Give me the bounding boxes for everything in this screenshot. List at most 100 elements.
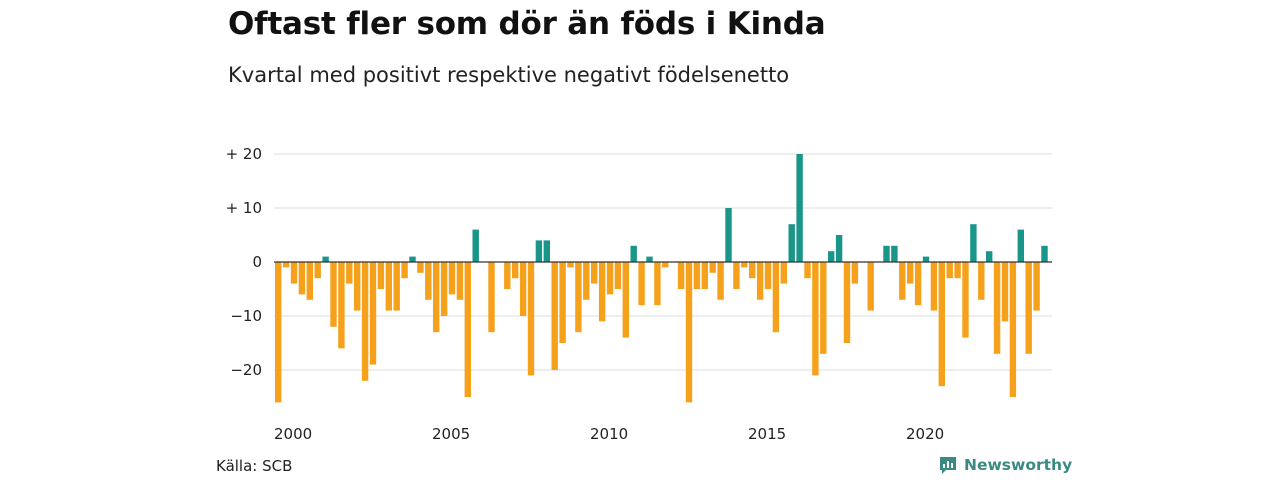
bar-negative (512, 262, 519, 279)
bar-negative (290, 262, 298, 284)
bar-negative (393, 262, 400, 311)
y-tick-label: + 10 (226, 199, 262, 217)
bar-positive (543, 240, 550, 262)
bar-positive (1017, 229, 1024, 262)
bar-negative (867, 262, 874, 311)
bar-negative (993, 262, 1001, 354)
bar-negative (448, 262, 456, 295)
bar-negative (622, 262, 629, 338)
bar-negative (717, 262, 724, 300)
x-tick-label: 2005 (432, 425, 470, 443)
bar-negative (820, 262, 827, 354)
bar-negative (654, 262, 661, 306)
bar-negative (954, 262, 961, 279)
bar-negative (440, 262, 448, 316)
bar-negative (551, 262, 558, 370)
bar-negative (756, 262, 764, 300)
bar-negative (346, 262, 353, 284)
brand-name: Newsworthy (964, 456, 1073, 474)
bar-negative (519, 262, 527, 316)
newsworthy-logo-icon (940, 457, 956, 474)
bar-negative (598, 262, 606, 322)
bar-negative (701, 262, 708, 289)
bar-negative (638, 262, 645, 306)
bar-negative (591, 262, 598, 284)
bar-negative (764, 262, 772, 289)
bar-negative (559, 262, 566, 343)
bar-negative (749, 262, 756, 279)
bar-positive (828, 251, 835, 262)
bar-negative (709, 262, 716, 273)
bar-negative (330, 262, 337, 327)
bar-negative (812, 262, 819, 376)
bar-positive (788, 224, 795, 262)
bar-negative (1033, 262, 1040, 311)
bar-negative (962, 262, 969, 338)
bar-negative (314, 262, 321, 279)
bar-negative (1025, 262, 1032, 354)
bar-negative (583, 262, 590, 300)
bar-negative (930, 262, 938, 311)
bar-negative (275, 262, 282, 403)
source-label: Källa: SCB (216, 457, 293, 475)
y-tick-label: 0 (252, 253, 262, 271)
bar-negative (733, 262, 740, 289)
bar-positive (725, 208, 732, 262)
bar-negative (1009, 262, 1017, 397)
bar-negative (354, 262, 361, 311)
chart-title: Oftast fler som dör än föds i Kinda (228, 6, 826, 42)
bar-negative (780, 262, 787, 284)
bar-negative (282, 262, 290, 268)
bar-positive (409, 256, 416, 262)
bar-negative (938, 262, 945, 387)
bar-negative (385, 262, 392, 311)
brand-logo: Newsworthy (938, 455, 1072, 475)
bar-negative (677, 262, 685, 289)
bar-negative (693, 262, 701, 289)
bar-negative (488, 262, 495, 333)
bar-negative (978, 262, 985, 300)
bar-negative (425, 262, 432, 300)
bar-positive (535, 240, 543, 262)
bar-negative (914, 262, 922, 306)
bar-negative (433, 262, 440, 333)
bar-negative (772, 262, 780, 333)
bar-negative (417, 262, 424, 273)
y-tick-label: −20 (230, 361, 262, 379)
x-tick-label: 2015 (748, 425, 786, 443)
bar-positive (322, 256, 329, 262)
bar-negative (662, 262, 669, 268)
bar-positive (986, 251, 993, 262)
bar-negative (614, 262, 622, 289)
bar-negative (369, 262, 377, 365)
bar-negative (338, 262, 345, 349)
bar-positive (472, 229, 479, 262)
bar-positive (883, 245, 890, 262)
bar-negative (567, 262, 574, 268)
bar-negative (504, 262, 511, 289)
bar-positive (646, 256, 653, 262)
y-tick-label: −10 (230, 307, 262, 325)
bar-negative (899, 262, 906, 300)
bar-negative (527, 262, 535, 376)
bar-negative (377, 262, 385, 289)
bar-negative (851, 262, 859, 284)
bar-negative (907, 262, 914, 284)
bar-positive (796, 154, 803, 262)
bar-negative (401, 262, 408, 279)
chart-subtitle: Kvartal med positivt respektive negativt… (228, 63, 790, 87)
bar-negative (306, 262, 313, 300)
bar-negative (685, 262, 693, 403)
x-tick-label: 2000 (274, 425, 312, 443)
bar-positive (835, 235, 843, 262)
bar-negative (575, 262, 582, 333)
bar-negative (1001, 262, 1009, 322)
bar-positive (1041, 245, 1048, 262)
bar-negative (298, 262, 306, 295)
bar-positive (630, 245, 637, 262)
bar-positive (891, 245, 898, 262)
bar-negative (804, 262, 811, 279)
bar-positive (922, 256, 930, 262)
bar-negative (464, 262, 471, 397)
